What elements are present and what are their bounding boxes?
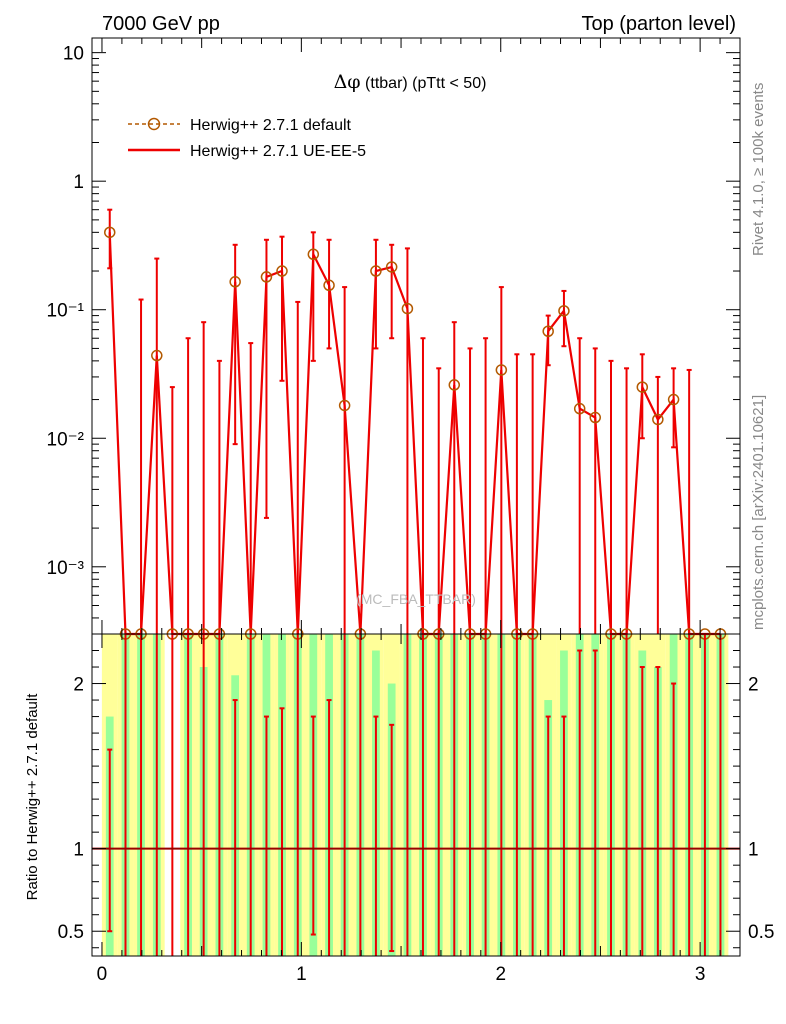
panel-frames: 10 1 10⁻¹ 10⁻² 10⁻³ 0.5 0.5 1 1 2 2 0 1 2 3 (47, 37, 774, 985)
main-title: Δφ (ttbar) (pTtt < 50) (334, 71, 487, 93)
series-default-point-8 (229, 276, 241, 288)
ratio-ytick-label-right-2: 2 (748, 675, 759, 696)
ratio-bands (101, 634, 729, 956)
series-default-point-34 (636, 381, 649, 393)
series-default-point-29 (558, 305, 570, 317)
series-default-point-14 (323, 279, 335, 292)
series-default-point-25 (495, 364, 508, 376)
xtick-label-1: 1 (296, 964, 307, 985)
ratio-ytick-label-right-1: 1 (748, 840, 759, 861)
series-default-point-18 (385, 261, 398, 273)
series-default-point-30 (573, 402, 586, 415)
main-ytick-label-1: 1 (73, 172, 84, 193)
ratio-ytick-label-right-0: 0.5 (748, 922, 774, 943)
main-title-symbol: Δφ (334, 71, 361, 93)
legend: Herwig++ 2.7.1 default Herwig++ 2.7.1 UE… (128, 117, 366, 160)
xtick-label-2: 2 (495, 964, 506, 985)
header-left: 7000 GeV pp (102, 13, 220, 35)
series-default-point-13 (307, 248, 320, 261)
series-default-point-0 (103, 226, 116, 239)
xtick-label-3: 3 (695, 964, 706, 985)
ratio-ytick-label-left-0: 0.5 (58, 922, 84, 943)
main-ytick-label-4: 10⁻³ (47, 558, 85, 579)
ratio-ylabel: Ratio to Herwig++ 2.7.1 default (24, 693, 41, 901)
series-default-point-17 (370, 265, 382, 277)
main-ytick-label-2: 10⁻¹ (47, 301, 85, 322)
series-default-point-36 (667, 393, 680, 406)
legend-default-marker (147, 117, 161, 131)
series-default-point-35 (652, 413, 664, 426)
legend-default-label: Herwig++ 2.7.1 default (190, 117, 352, 134)
xtick-label-0: 0 (97, 964, 108, 985)
legend-ue-label: Herwig++ 2.7.1 UE-EE-5 (190, 143, 366, 160)
main-ytick-label-0: 10 (63, 44, 84, 65)
series-default-point-22 (448, 379, 461, 391)
main-title-rest: (ttbar) (pTtt < 50) (361, 75, 487, 92)
ratio-frame (91, 633, 741, 957)
watermark: (MC_FBA_TTBAR) (356, 591, 476, 607)
series-default-point-10 (260, 271, 273, 283)
series-default-point-31 (589, 411, 601, 424)
header-right: Top (parton level) (581, 13, 736, 35)
ratio-panel (92, 634, 740, 956)
series-default-point-28 (542, 325, 554, 337)
side-label-rivet: Rivet 4.1.0, ≥ 100k events (750, 82, 767, 256)
series-default-point-11 (276, 265, 288, 277)
series-ue-line (108, 232, 721, 636)
series-default-point-19 (401, 302, 414, 315)
ratio-ytick-label-left-1: 1 (73, 840, 84, 861)
series-default-point-15 (338, 399, 351, 412)
side-label-source: mcplots.cern.ch [arXiv:2401.10621] (750, 394, 767, 630)
main-ytick-label-3: 10⁻² (47, 429, 85, 450)
main-panel (103, 208, 727, 640)
ratio-ytick-label-left-2: 2 (73, 675, 84, 696)
series-default-point-3 (151, 349, 163, 362)
